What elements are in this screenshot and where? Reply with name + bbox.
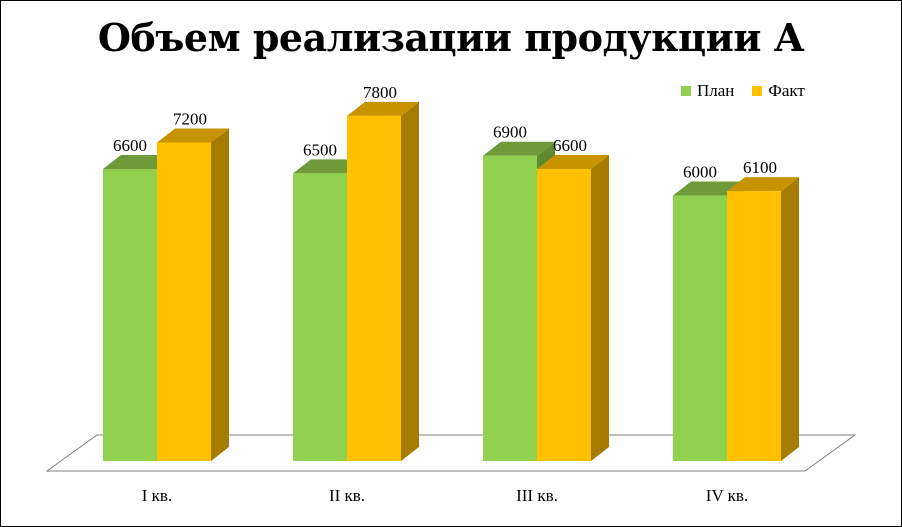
- chart-floor: [45, 434, 857, 472]
- value-label-fact-3: 6100: [743, 158, 777, 177]
- legend-label-plan: План: [697, 81, 735, 100]
- category-label-2: III кв.: [516, 486, 558, 505]
- category-label-1: II кв.: [329, 486, 365, 505]
- bar-fact-1: [347, 115, 401, 461]
- bar-top-fact-2: [537, 155, 609, 169]
- bar-plan-3: [673, 195, 727, 461]
- legend-swatch-fact: [752, 86, 763, 96]
- bar-top-fact-3: [727, 177, 799, 192]
- legend-label-fact: Факт: [768, 81, 805, 100]
- bar-plan-0: [103, 169, 157, 461]
- bar-fact-2: [537, 169, 591, 461]
- legend-item-fact: Факт: [752, 81, 805, 101]
- value-label-plan-1: 6500: [303, 140, 337, 159]
- value-label-fact-1: 7800: [363, 83, 397, 102]
- bar-plan-1: [293, 173, 347, 461]
- value-label-fact-2: 6600: [553, 136, 587, 155]
- legend-swatch-plan: [681, 86, 691, 96]
- legend: План Факт: [681, 81, 805, 101]
- chart-title: Объем реализации продукции А: [97, 15, 805, 60]
- bar-side-fact-0: [211, 128, 229, 462]
- value-label-plan-3: 6000: [683, 163, 717, 182]
- bar-top-plan-2: [483, 141, 555, 156]
- value-label-plan-0: 6600: [113, 136, 147, 155]
- bar-side-fact-3: [781, 177, 799, 461]
- legend-item-plan: План: [681, 81, 734, 101]
- bar-top-fact-1: [347, 101, 419, 116]
- category-label-3: IV кв.: [706, 486, 748, 505]
- value-label-fact-0: 7200: [173, 109, 207, 128]
- bar-side-fact-1: [401, 101, 419, 461]
- bar-fact-3: [727, 191, 781, 461]
- bar-side-fact-2: [591, 155, 609, 461]
- bar-top-fact-0: [157, 128, 229, 143]
- bar-plan-2: [483, 155, 537, 461]
- bar-fact-0: [157, 142, 211, 462]
- category-label-0: I кв.: [142, 486, 172, 505]
- value-label-plan-2: 6900: [493, 123, 527, 142]
